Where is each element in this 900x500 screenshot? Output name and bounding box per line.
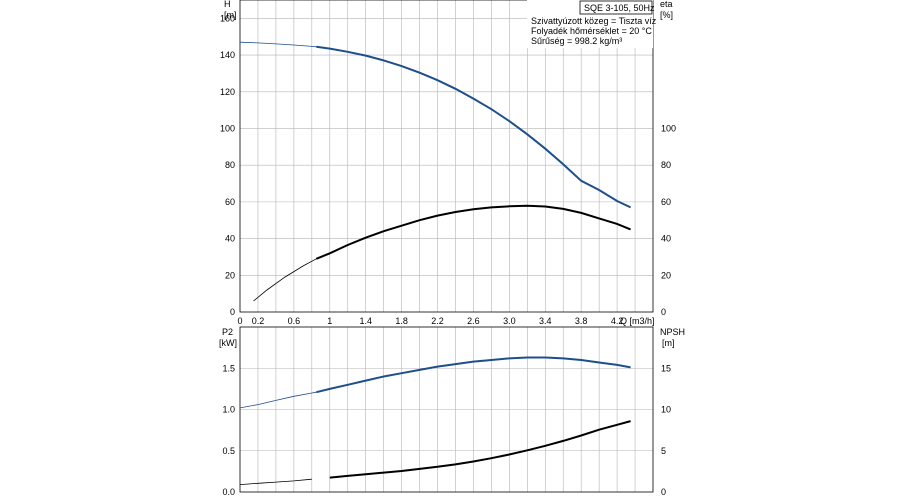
x-tick-label: 0 [237,316,242,326]
x-tick-label: 0.6 [288,316,301,326]
y-left-tick-label: 160 [220,13,235,23]
y-right-tick-label: 80 [661,160,671,170]
p2-tick-label: 1.5 [222,363,235,373]
y-right-label-eta: eta [660,0,673,9]
y-right-tick-label: 60 [661,197,671,207]
info-line-3: Sűrűség = 998.2 kg/m³ [531,36,622,46]
x-tick-label: 3.4 [539,316,552,326]
y-left-tick-label: 40 [225,234,235,244]
y-left-tick-label: 80 [225,160,235,170]
model-box [579,0,653,15]
x-axis-label-q: Q [m3/h] [620,316,655,326]
y-left-label-p2: P2 [222,327,233,337]
top-panel-ticks: 0 20 40 60 80 100 120 140 160 0 20 40 60 80 100 0 0.2 0.6… [220,13,676,326]
y-left-tick-label: 120 [220,87,235,97]
y-right-tick-label: 20 [661,270,671,280]
x-tick-label: 4.2 [611,316,624,326]
y-left-tick-label: 20 [225,270,235,280]
y-left-tick-label: 60 [225,197,235,207]
p2-tick-label: 0.5 [222,446,235,456]
x-tick-label: 2.6 [467,316,480,326]
y-right-unit-eta: [%] [660,10,673,20]
x-tick-label: 3.8 [575,316,588,326]
info-line-2: Folyadék hőmérséklet = 20 °C [531,26,652,36]
x-tick-label: 1.8 [395,316,408,326]
x-tick-label: 0.2 [252,316,265,326]
eta-curve-line-thin [253,258,317,302]
y-left-tick-label: 140 [220,50,235,60]
p2-curve-line [316,356,631,394]
npsh-tick-label: 15 [661,363,671,373]
x-tick-label: 2.2 [431,316,444,326]
y-left-tick-label: 0 [230,307,235,317]
y-right-unit-npsh: [m] [662,338,675,348]
npsh-tick-label: 0 [661,487,666,497]
top-panel-series [239,41,632,302]
y-right-tick-label: 100 [661,123,676,133]
top-panel-frame [239,0,654,313]
eta-curve-line [315,204,631,260]
y-left-unit-h: [m] [224,10,237,20]
p2-tick-label: 1.0 [222,405,235,415]
p2-tick-label: 0.0 [222,487,235,497]
y-right-tick-label: 40 [661,234,671,244]
y-right-label-npsh: NPSH [660,327,685,337]
x-tick-label: 1.4 [359,316,372,326]
info-line-1: Szivattyúzott közeg = Tiszta víz [531,16,657,26]
h-curve-line-thin [239,41,317,48]
h-curve-line [316,45,632,209]
x-tick-label: 1 [327,316,332,326]
npsh-curve-line-thin [239,478,312,485]
x-tick-label: 3.0 [503,316,516,326]
npsh-tick-label: 5 [661,446,666,456]
p2-curve-line-thin [239,391,317,409]
bottom-panel-frame [239,326,654,493]
bottom-panel-grid [240,327,653,492]
bottom-panel-series [239,356,631,485]
y-right-tick-label: 0 [661,307,666,317]
npsh-tick-label: 10 [661,405,671,415]
model-label: SQE 3-105, 50Hz [584,3,655,13]
bottom-panel-ticks: 0.0 0.5 1.0 1.5 0 5 10 15 [222,363,671,497]
y-left-tick-label: 100 [220,123,235,133]
y-left-label-h: H [224,0,231,9]
npsh-curve-line [329,420,631,479]
y-left-unit-p2: [kW] [219,338,237,348]
